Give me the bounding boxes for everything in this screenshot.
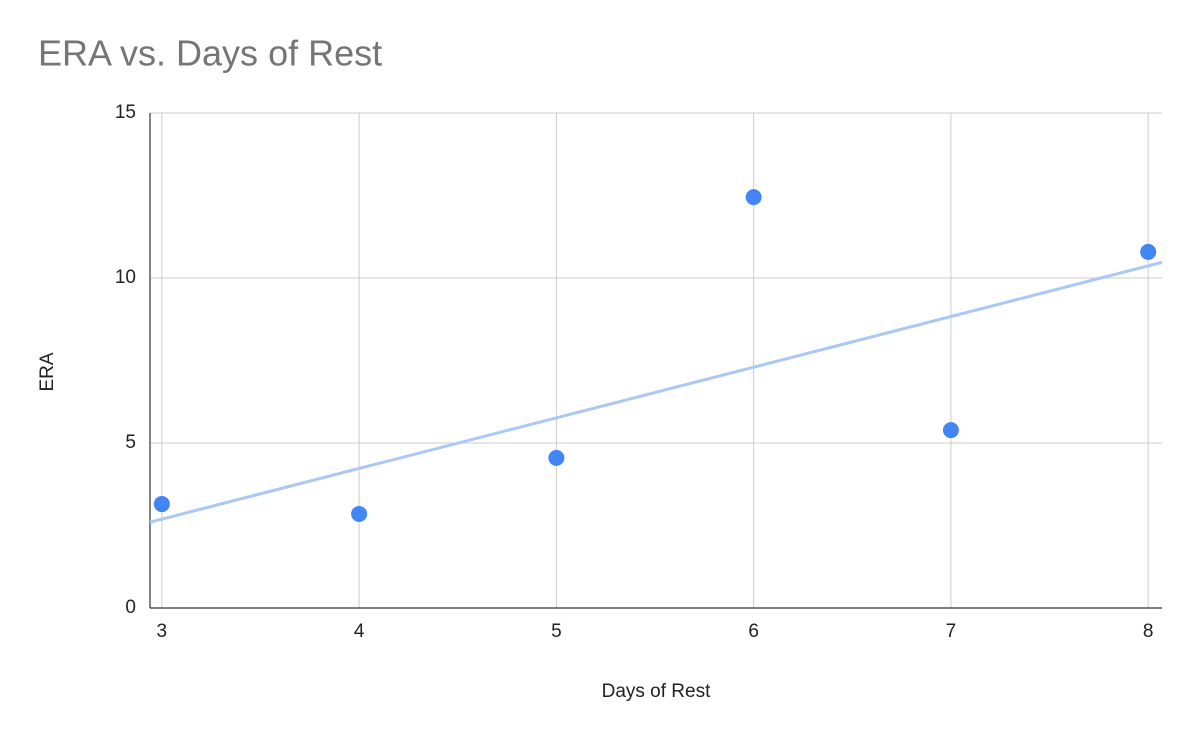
x-tick-label: 6 (748, 621, 759, 642)
x-axis-label: Days of Rest (602, 681, 711, 702)
chart-title: ERA vs. Days of Rest (38, 33, 382, 74)
y-tick-label: 10 (115, 267, 136, 288)
y-tick-label: 0 (125, 597, 136, 618)
point (153, 496, 170, 513)
x-tick-label: 7 (946, 621, 957, 642)
point (1140, 243, 1157, 260)
point (942, 422, 959, 439)
x-tick-label: 3 (157, 621, 168, 642)
point (351, 505, 368, 522)
y-tick-label: 5 (125, 432, 136, 453)
x-tick-label: 5 (551, 621, 562, 642)
y-tick-label: 15 (115, 102, 136, 123)
point (745, 189, 762, 206)
trendline (149, 260, 1163, 524)
x-tick-label: 4 (354, 621, 365, 642)
x-tick-label: 8 (1143, 621, 1154, 642)
y-axis-label: ERA (37, 352, 58, 391)
point (548, 449, 565, 466)
